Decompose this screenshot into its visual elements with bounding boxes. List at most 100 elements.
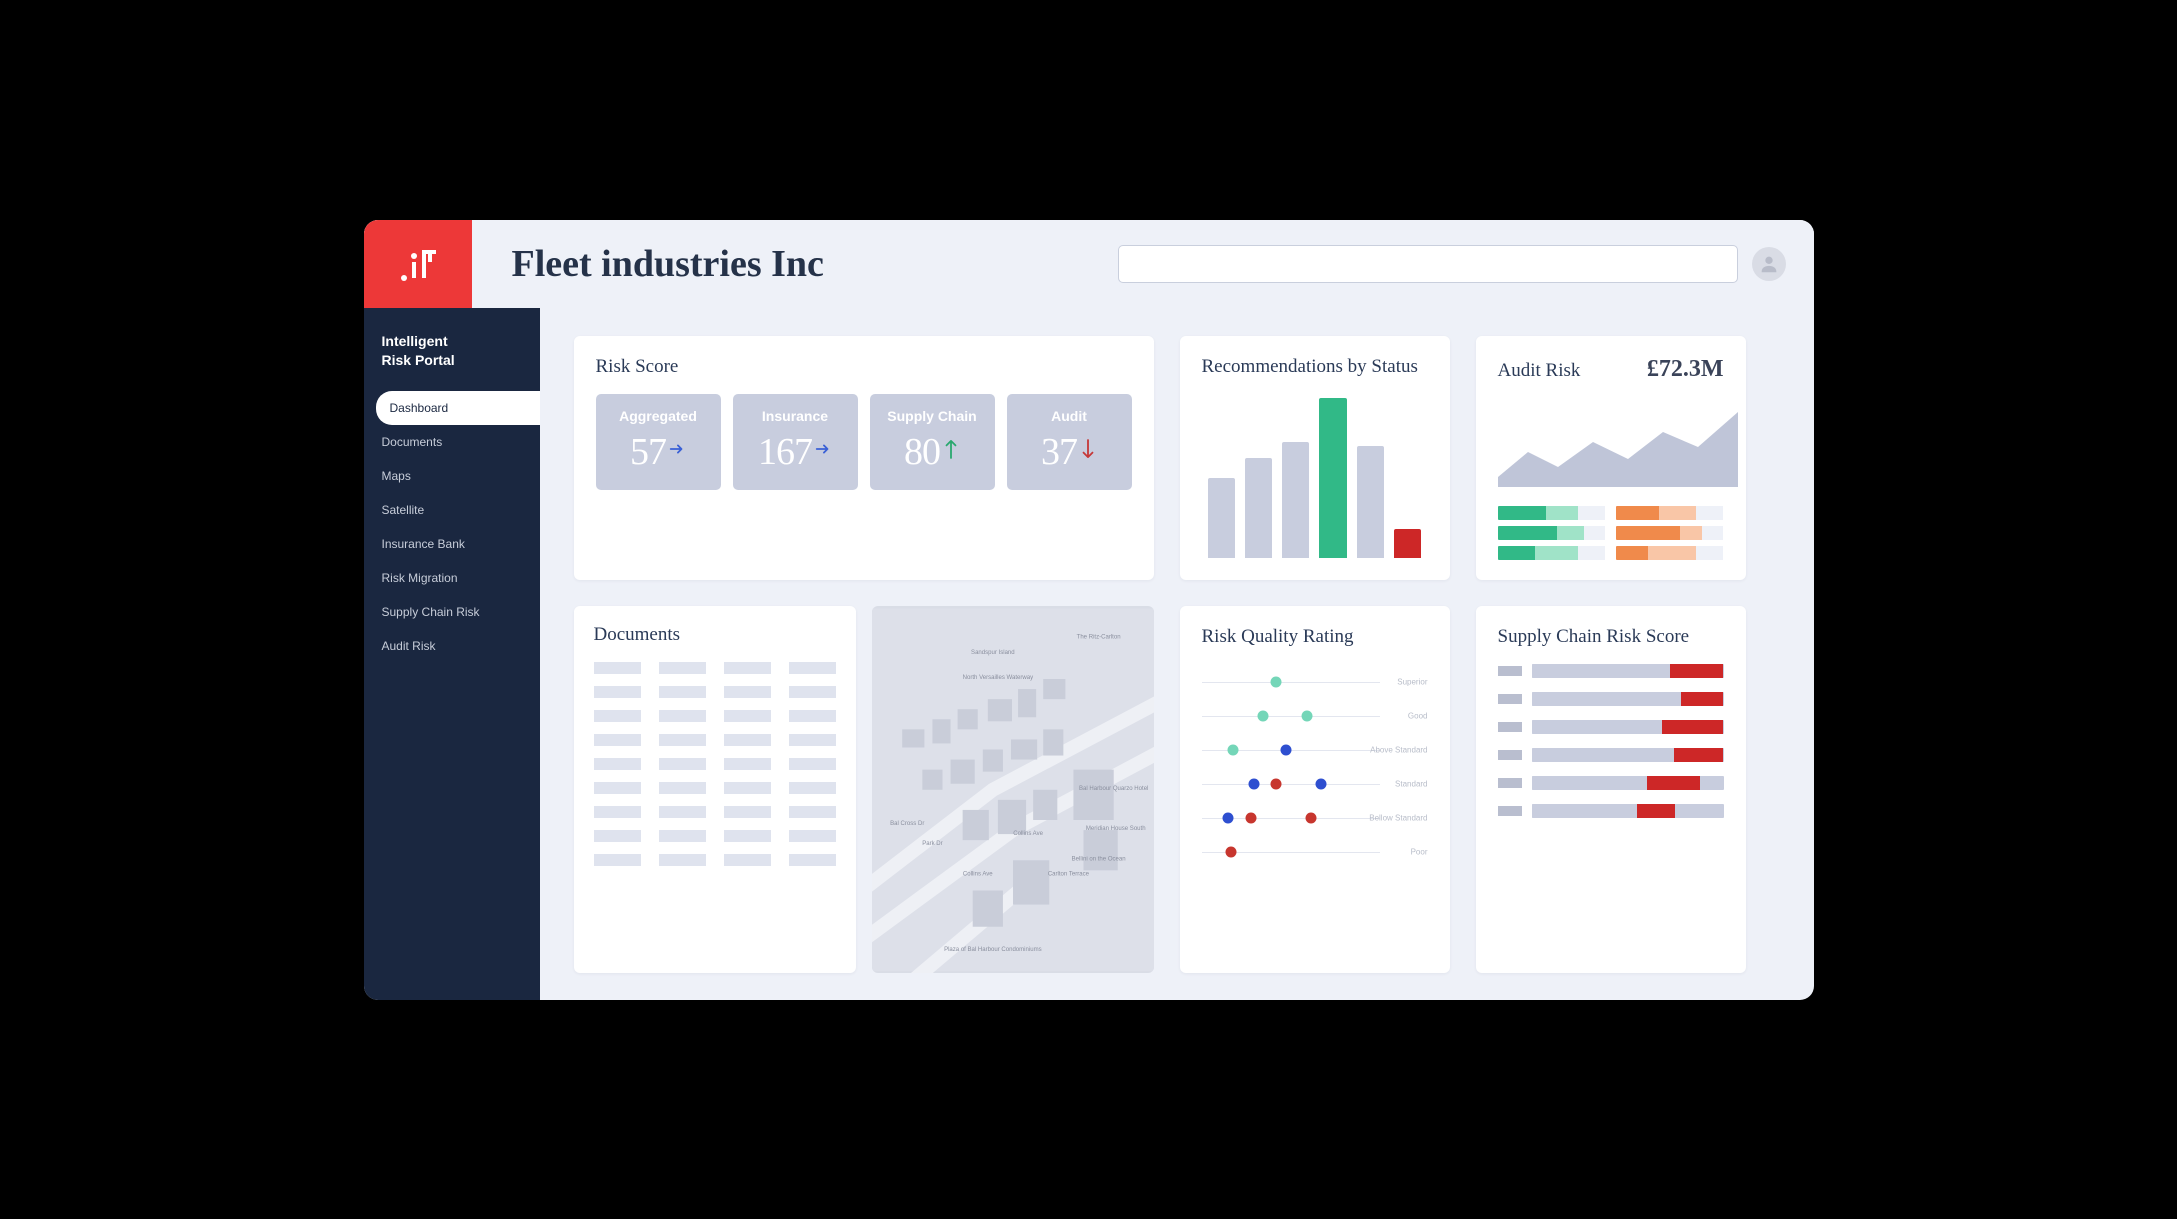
table-cell — [724, 710, 771, 722]
bar-segment — [1584, 526, 1606, 540]
table-row — [594, 662, 836, 674]
table-row — [594, 854, 836, 866]
trend-right-icon — [814, 436, 832, 467]
bar-segment — [1532, 804, 1638, 818]
audit-stacked-bars — [1498, 506, 1724, 560]
score-label: Aggregated — [604, 408, 713, 424]
brand-logo[interactable] — [364, 220, 472, 308]
table-cell — [659, 782, 706, 794]
sidebar-item-documents[interactable]: Documents — [364, 425, 540, 459]
score-value-row: 37 — [1015, 430, 1124, 474]
supply-tag — [1498, 722, 1522, 732]
bar-segment — [1498, 546, 1536, 560]
user-icon — [1758, 253, 1780, 275]
table-cell — [594, 782, 641, 794]
map-label: North Versailles Waterway — [962, 674, 1032, 680]
table-cell — [789, 686, 836, 698]
trend-up-icon — [942, 436, 960, 467]
table-cell — [789, 710, 836, 722]
scatter-point — [1245, 812, 1256, 823]
table-row — [594, 782, 836, 794]
supply-row — [1498, 664, 1724, 678]
score-tile-aggregated[interactable]: Aggregated 57 — [596, 394, 721, 490]
table-cell — [789, 662, 836, 674]
supply-chain-title: Supply Chain Risk Score — [1498, 626, 1724, 648]
score-tile-insurance[interactable]: Insurance 167 — [733, 394, 858, 490]
sidebar-item-satellite[interactable]: Satellite — [364, 493, 540, 527]
bar-segment — [1648, 546, 1697, 560]
audit-risk-card: Audit Risk £72.3M — [1476, 336, 1746, 580]
table-cell — [659, 710, 706, 722]
bar-segment — [1674, 748, 1724, 762]
bar-segment — [1670, 664, 1724, 678]
bar-segment — [1498, 526, 1557, 540]
bar-segment — [1647, 776, 1701, 790]
table-cell — [724, 830, 771, 842]
trend-right-icon — [668, 436, 686, 467]
table-cell — [594, 854, 641, 866]
documents-title: Documents — [594, 624, 836, 646]
risk-quality-chart: SuperiorGoodAbove StandardStandardBellow… — [1202, 672, 1428, 862]
supply-tag — [1498, 806, 1522, 816]
avatar[interactable] — [1752, 247, 1786, 281]
search-input[interactable] — [1118, 245, 1738, 283]
sidebar-nav: DashboardDocumentsMapsSatelliteInsurance… — [364, 391, 540, 663]
table-row — [594, 806, 836, 818]
recommendations-chart — [1202, 398, 1428, 558]
table-cell — [659, 830, 706, 842]
map-card[interactable]: Sandspur IslandNorth Versailles Waterway… — [872, 606, 1154, 974]
axis-label: Standard — [1395, 779, 1427, 788]
bar-segment — [1662, 720, 1723, 734]
map-label: Plaza of Bal Harbour Condominiums — [944, 946, 1042, 952]
bar-segment — [1557, 526, 1584, 540]
axis-label: Bellow Standard — [1369, 813, 1427, 822]
table-row — [594, 830, 836, 842]
scatter-point — [1226, 846, 1237, 857]
axis-label: Superior — [1397, 677, 1427, 686]
bar-segment — [1532, 720, 1663, 734]
gridline — [1202, 716, 1380, 717]
bar-segment — [1702, 526, 1724, 540]
table-cell — [594, 758, 641, 770]
map-label: Carlton Terrace — [1047, 871, 1089, 877]
chart-bar — [1357, 446, 1384, 558]
bar-segment — [1680, 526, 1702, 540]
bar-segment — [1616, 526, 1681, 540]
recommendations-card: Recommendations by Status — [1180, 336, 1450, 580]
sidebar-item-supply-chain-risk[interactable]: Supply Chain Risk — [364, 595, 540, 629]
main-content: Risk Score Aggregated 57 Insurance 167 S… — [540, 308, 1814, 1000]
portal-title: Intelligent Risk Portal — [364, 332, 540, 391]
supply-tag — [1498, 778, 1522, 788]
supply-bar — [1532, 664, 1724, 678]
org-title: Fleet industries Inc — [512, 242, 824, 286]
sidebar-item-risk-migration[interactable]: Risk Migration — [364, 561, 540, 595]
score-tile-audit[interactable]: Audit 37 — [1007, 394, 1132, 490]
trend-down-icon — [1079, 436, 1097, 467]
table-cell — [789, 806, 836, 818]
scatter-point — [1305, 812, 1316, 823]
bar-segment — [1659, 506, 1697, 520]
stacked-bar — [1616, 506, 1724, 520]
supply-row — [1498, 776, 1724, 790]
table-cell — [724, 806, 771, 818]
table-cell — [789, 782, 836, 794]
sidebar-item-maps[interactable]: Maps — [364, 459, 540, 493]
table-cell — [594, 734, 641, 746]
table-cell — [659, 662, 706, 674]
axis-label: Poor — [1411, 847, 1428, 856]
bar-segment — [1616, 506, 1659, 520]
sidebar-item-insurance-bank[interactable]: Insurance Bank — [364, 527, 540, 561]
score-value: 57 — [630, 430, 666, 474]
table-cell — [594, 686, 641, 698]
documents-card[interactable]: Documents — [574, 606, 856, 974]
table-cell — [659, 854, 706, 866]
scatter-point — [1228, 744, 1239, 755]
axis-label: Above Standard — [1370, 745, 1427, 754]
supply-chain-card: Supply Chain Risk Score — [1476, 606, 1746, 974]
score-label: Supply Chain — [878, 408, 987, 424]
sidebar-item-audit-risk[interactable]: Audit Risk — [364, 629, 540, 663]
supply-row — [1498, 804, 1724, 818]
supply-bar — [1532, 720, 1724, 734]
score-tile-supply-chain[interactable]: Supply Chain 80 — [870, 394, 995, 490]
sidebar-item-dashboard[interactable]: Dashboard — [376, 391, 540, 425]
